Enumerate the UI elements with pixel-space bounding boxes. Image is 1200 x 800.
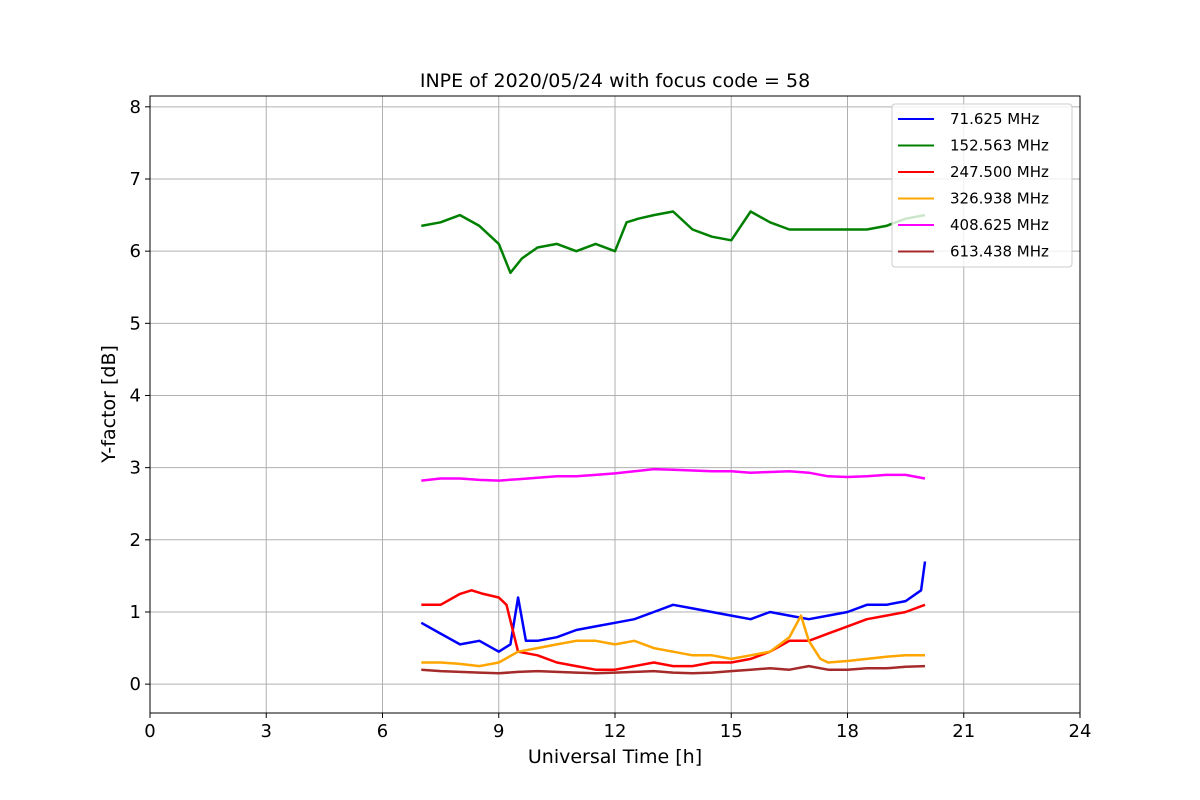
x-tick-label: 9 (493, 721, 504, 742)
series-line-2 (421, 210, 926, 275)
series-line-5 (421, 467, 926, 482)
series-line-4 (421, 614, 925, 668)
legend-box (891, 103, 1073, 268)
y-tick-label: 7 (130, 169, 141, 190)
series-line-1 (420, 561, 927, 653)
legend: 71.625 MHz 152.563 MHz 247.500 MHz 326.938 … (891, 103, 1073, 268)
y-tick-label: 1 (130, 602, 141, 623)
y-tick-label: 2 (130, 530, 141, 551)
y-tick-label: 0 (130, 674, 141, 695)
y-tick-label: 4 (130, 385, 141, 406)
x-tick-label: 21 (952, 721, 975, 742)
y-tick-label: 5 (130, 313, 141, 334)
legend-label: 152.563 MHz (950, 137, 1049, 155)
y-tick-label: 6 (130, 241, 141, 262)
y-axis-label: Y-factor [dB] (98, 345, 120, 464)
legend-label: 71.625 MHz (950, 110, 1039, 128)
x-tick-label: 3 (261, 721, 272, 742)
legend-label: 408.625 MHz (950, 216, 1049, 234)
series-line-6 (421, 664, 926, 675)
y-tick-label: 8 (130, 97, 141, 118)
legend-label: 613.438 MHz (950, 243, 1049, 261)
x-tick-label: 18 (836, 721, 859, 742)
x-tick-label: 15 (720, 721, 743, 742)
legend-label: 326.938 MHz (950, 190, 1049, 208)
chart-title: INPE of 2020/05/24 with focus code = 58 (420, 70, 810, 92)
x-tick-label: 6 (377, 721, 388, 742)
series-lines (420, 210, 927, 675)
series-line-3 (421, 589, 926, 671)
x-axis-label: Universal Time [h] (528, 746, 702, 768)
legend-label: 247.500 MHz (950, 163, 1049, 181)
x-tick-label: 0 (144, 721, 155, 742)
x-tick-label: 24 (1069, 721, 1092, 742)
x-tick-label: 12 (604, 721, 627, 742)
y-tick-label: 3 (130, 458, 141, 479)
